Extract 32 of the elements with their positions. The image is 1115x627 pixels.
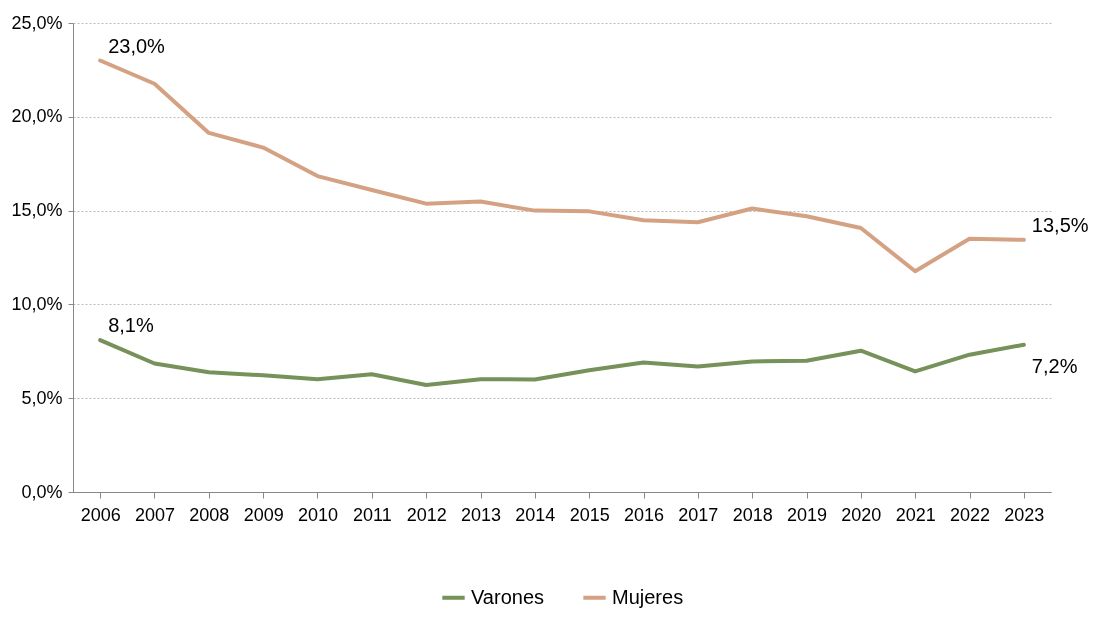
y-tick-label: 10,0% — [11, 293, 63, 314]
legend-label: Mujeres — [612, 585, 684, 608]
annotation: 13,5% — [1031, 213, 1089, 236]
x-tick-label: 2006 — [80, 504, 121, 525]
annotation: 7,2% — [1031, 354, 1078, 377]
x-tick-label: 2015 — [569, 504, 610, 525]
legend-label: Varones — [471, 585, 545, 608]
x-tick-label: 2010 — [297, 504, 339, 525]
line-series — [98, 338, 1026, 388]
x-tick-label: 2020 — [841, 504, 882, 525]
x-tick-label: 2009 — [243, 504, 284, 525]
x-tick-label: 2016 — [623, 504, 665, 525]
x-tick-label: 2007 — [134, 504, 176, 525]
line-series — [98, 58, 1026, 274]
x-tick-label: 2012 — [406, 504, 447, 525]
y-tick-label: 20,0% — [11, 106, 63, 127]
y-tick-label: 15,0% — [11, 200, 63, 221]
y-tick-label: 5,0% — [21, 387, 63, 408]
x-tick-label: 2008 — [189, 504, 230, 525]
annotation: 23,0% — [108, 34, 166, 57]
x-tick-label: 2021 — [895, 504, 936, 525]
x-tick-label: 2017 — [678, 504, 719, 525]
x-tick-label: 2019 — [786, 504, 828, 525]
x-tick-label: 2011 — [352, 504, 392, 525]
annotation: 8,1% — [108, 314, 154, 337]
x-tick-label: 2013 — [460, 504, 502, 525]
y-tick-label: 0,0% — [21, 481, 63, 502]
x-tick-label: 2022 — [949, 504, 991, 525]
y-tick-label: 25,0% — [11, 12, 63, 33]
x-tick-label: 2018 — [732, 504, 773, 525]
x-tick-label: 2014 — [515, 504, 556, 525]
x-tick-label: 2023 — [1004, 504, 1045, 525]
